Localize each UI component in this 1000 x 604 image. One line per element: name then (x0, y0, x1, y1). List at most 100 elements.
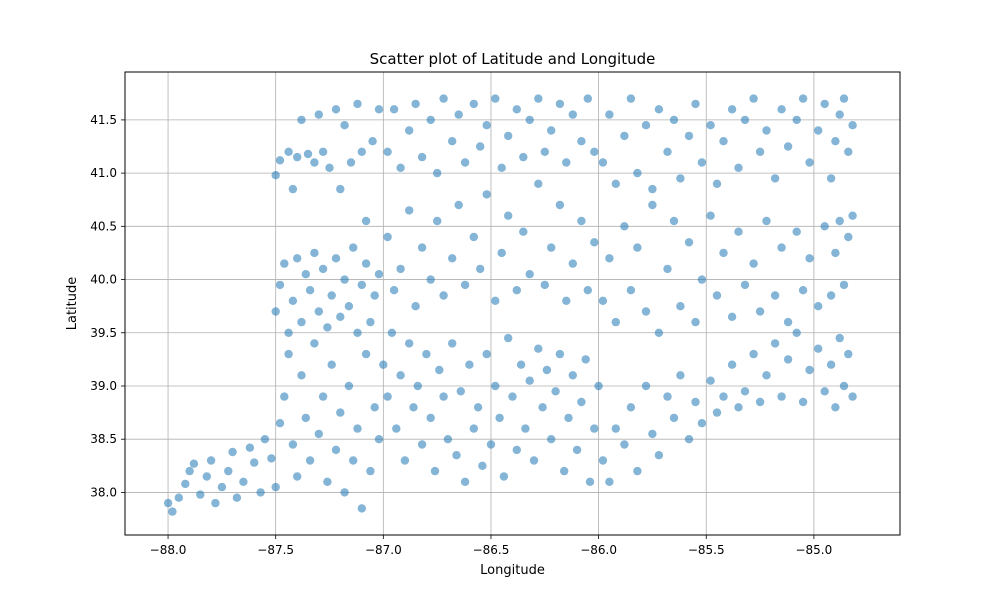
scatter-point (521, 424, 530, 433)
x-tick-label: −88.0 (150, 543, 187, 557)
scatter-point (831, 137, 840, 146)
scatter-point (719, 392, 728, 401)
scatter-point (310, 158, 319, 167)
scatter-point (383, 392, 392, 401)
scatter-point (340, 275, 349, 284)
scatter-point (482, 349, 491, 359)
scatter-point (379, 360, 388, 369)
scatter-point (331, 254, 341, 263)
scatter-point (275, 280, 285, 290)
scatter-point (318, 392, 328, 401)
scatter-point (305, 456, 315, 465)
scatter-point (383, 147, 392, 156)
scatter-point (256, 488, 265, 497)
scatter-point (529, 456, 539, 465)
scatter-point (239, 477, 248, 486)
scatter-point (594, 381, 603, 391)
scatter-point (310, 339, 319, 348)
scatter-point (562, 296, 571, 305)
scatter-point (189, 459, 199, 468)
scatter-point (691, 397, 700, 407)
scatter-point (706, 121, 715, 130)
scatter-point (224, 466, 233, 476)
scatter-point (611, 424, 620, 433)
scatter-point (271, 307, 280, 316)
scatter-point (844, 349, 853, 359)
scatter-point (452, 451, 461, 460)
scatter-point (547, 243, 556, 252)
scatter-point (519, 152, 528, 162)
scatter-point (512, 445, 521, 455)
scatter-point (835, 110, 844, 119)
scatter-point (293, 152, 302, 162)
chart-title: Scatter plot of Latitude and Longitude (370, 50, 656, 68)
scatter-point (303, 149, 313, 159)
scatter-point (301, 413, 310, 423)
scatter-point (297, 317, 306, 327)
scatter-point (783, 355, 793, 364)
scatter-point (349, 456, 358, 465)
scatter-point (572, 445, 582, 455)
scatter-point (301, 270, 310, 279)
scatter-point (792, 227, 801, 236)
scatter-point (633, 466, 642, 476)
scatter-point (762, 216, 771, 226)
scatter-point (297, 371, 306, 380)
scatter-point (353, 328, 362, 337)
scatter-point (525, 270, 534, 279)
scatter-point (250, 458, 259, 467)
scatter-point (590, 147, 599, 156)
scatter-point (504, 211, 513, 220)
scatter-point (396, 264, 405, 274)
scatter-point (749, 349, 758, 359)
scatter-point (336, 184, 345, 194)
scatter-point (465, 360, 474, 369)
scatter-point (844, 232, 853, 242)
scatter-point (374, 270, 384, 279)
y-tick-label: 39.0 (90, 379, 117, 393)
scatter-point (405, 206, 414, 215)
scatter-point (512, 105, 521, 114)
scatter-point (538, 403, 547, 412)
scatter-point (482, 121, 491, 130)
scatter-point (555, 349, 565, 359)
scatter-point (448, 254, 457, 263)
scatter-point (275, 419, 285, 428)
scatter-point (814, 344, 823, 353)
scatter-point (620, 222, 629, 231)
scatter-point (460, 477, 470, 486)
scatter-point (232, 493, 242, 502)
scatter-point (712, 408, 722, 417)
scatter-point (473, 403, 483, 412)
scatter-point (669, 216, 679, 226)
y-axis-ticks: 38.0 38.5 39.0 39.5 40.0 40.5 41.0 41.5 (90, 113, 125, 499)
scatter-point (284, 349, 293, 359)
scatter-point (605, 254, 614, 263)
scatter-point (504, 131, 513, 141)
scatter-point (547, 435, 556, 444)
scatter-point (366, 466, 375, 476)
scatter-point (648, 429, 657, 439)
scatter-point (805, 158, 814, 167)
scatter-point (460, 158, 470, 167)
scatter-point (260, 435, 270, 444)
scatter-point (770, 291, 780, 300)
scatter-point (712, 179, 722, 188)
scatter-point (305, 286, 315, 295)
scatter-point (508, 392, 517, 401)
x-axis-label: Longitude (480, 563, 545, 578)
grid (125, 72, 900, 535)
scatter-point (357, 504, 366, 513)
scatter-point (469, 232, 478, 242)
scatter-point (331, 445, 341, 455)
scatter-point (663, 392, 672, 401)
scatter-point (426, 275, 435, 284)
scatter-point (641, 121, 651, 130)
scatter-point (516, 360, 526, 369)
scatter-point (669, 115, 679, 125)
scatter-point (211, 498, 220, 508)
scatter-point (663, 264, 672, 274)
scatter-point (476, 264, 485, 274)
